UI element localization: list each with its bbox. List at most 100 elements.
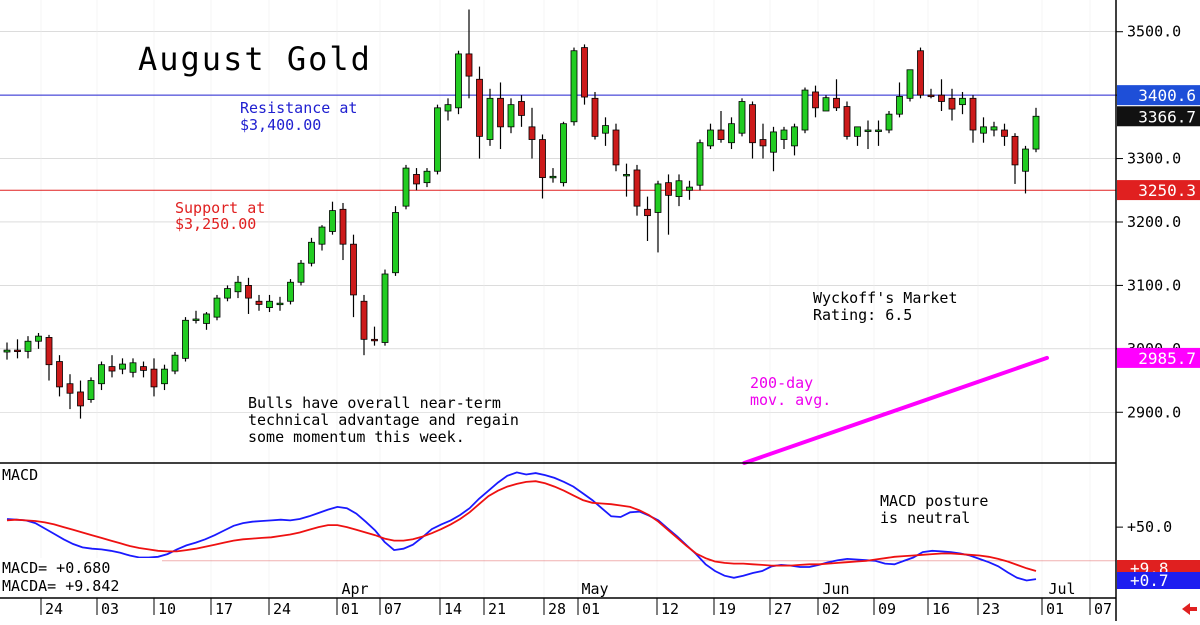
candle-body: [822, 97, 830, 112]
candle-body: [308, 241, 315, 264]
candle-body: [444, 104, 452, 112]
candle: [917, 47, 924, 99]
candle-body: [182, 319, 189, 359]
rating-label-line1: Wyckoff's Market: [813, 289, 958, 307]
ma200-path: [742, 355, 1049, 465]
candle-body: [938, 94, 945, 102]
candle-body: [255, 300, 263, 305]
price-tick-label: 3500.0: [1127, 23, 1181, 41]
candle: [24, 336, 32, 359]
candle-body: [728, 123, 735, 144]
candle-body: [581, 47, 588, 98]
support-label-line1: Support at: [175, 199, 265, 217]
candle: [444, 98, 452, 121]
month-label: May: [581, 580, 608, 598]
candle-body: [287, 281, 294, 302]
candle-body: [77, 391, 84, 407]
candle-body: [854, 126, 861, 137]
candle: [329, 201, 336, 235]
candle: [203, 312, 210, 330]
candle: [623, 163, 630, 197]
candle-body: [192, 318, 200, 321]
price-tag: 3400.6: [1117, 85, 1200, 106]
candle: [360, 294, 368, 356]
price-tag-label: 3250.3: [1138, 181, 1196, 200]
candle-body: [770, 131, 777, 153]
candle: [644, 196, 651, 242]
candle-body: [801, 89, 809, 131]
price-tag: 2985.7: [1117, 347, 1200, 368]
candle-body: [948, 97, 956, 110]
candle-body: [381, 273, 389, 343]
candle: [843, 101, 851, 140]
ma200-line: [742, 355, 1049, 465]
candle-body: [696, 142, 704, 186]
x-tick-label: 23: [982, 600, 1000, 618]
candle: [675, 174, 683, 207]
candle: [255, 294, 263, 311]
candle-body: [623, 174, 630, 177]
candle-body: [980, 126, 987, 134]
x-tick-label: 17: [215, 600, 233, 618]
candle: [108, 355, 116, 378]
candle-body: [360, 300, 368, 340]
candle: [371, 326, 378, 346]
candle: [413, 168, 420, 191]
candle-body: [633, 169, 641, 207]
price-tag-label: 2985.7: [1138, 349, 1196, 368]
candle: [98, 361, 105, 391]
candle: [654, 180, 662, 253]
candle: [486, 88, 494, 146]
candle-body: [560, 123, 567, 184]
candle: [45, 334, 53, 381]
x-tick-label: 01: [1046, 600, 1064, 618]
ma-label-line2: mov. avg.: [750, 391, 831, 409]
candle-body: [602, 125, 609, 134]
ma-label-line1: 200-day: [750, 374, 813, 392]
candle-body: [833, 97, 840, 109]
month-label: Jul: [1048, 580, 1075, 598]
candle: [224, 285, 231, 302]
candle-body: [392, 212, 399, 274]
candle: [119, 358, 126, 375]
candle-body: [654, 183, 662, 213]
price-tick-label: 3200.0: [1127, 213, 1181, 231]
candle: [213, 294, 221, 321]
candle-body: [14, 349, 21, 353]
candle: [938, 79, 945, 111]
candle: [791, 123, 798, 156]
candle-body: [150, 368, 158, 388]
price-tag-bg: [1117, 106, 1200, 127]
candle: [560, 121, 567, 187]
candlesticks: [3, 9, 1040, 419]
macd-series-macd: [6, 471, 1037, 582]
month-label: Apr: [341, 580, 368, 598]
candle: [728, 117, 735, 150]
support-label-line2: $3,250.00: [175, 215, 256, 233]
candle-body: [549, 175, 557, 179]
candle-body: [245, 285, 252, 299]
candle-body: [612, 129, 620, 166]
macd-value-tag-label: +0.7: [1130, 571, 1169, 590]
candle: [77, 380, 84, 419]
candle-body: [791, 126, 798, 147]
scroll-left-arrow-icon[interactable]: [1182, 603, 1197, 615]
candle: [476, 66, 483, 159]
candle: [14, 339, 21, 359]
candle: [455, 50, 462, 115]
candle: [738, 98, 746, 137]
candle: [402, 164, 410, 210]
x-tick-label: 24: [273, 600, 291, 618]
price-tag-bg: [1117, 85, 1200, 106]
candle: [497, 82, 504, 150]
candle-body: [507, 104, 515, 128]
candle: [266, 294, 273, 313]
x-tick-label: 01: [582, 600, 600, 618]
candle: [161, 364, 168, 391]
candle: [182, 317, 189, 362]
candle-body: [591, 97, 599, 137]
candle-body: [1022, 148, 1029, 172]
candle-body: [3, 349, 11, 353]
candle-body: [371, 338, 378, 342]
candle: [518, 95, 525, 127]
